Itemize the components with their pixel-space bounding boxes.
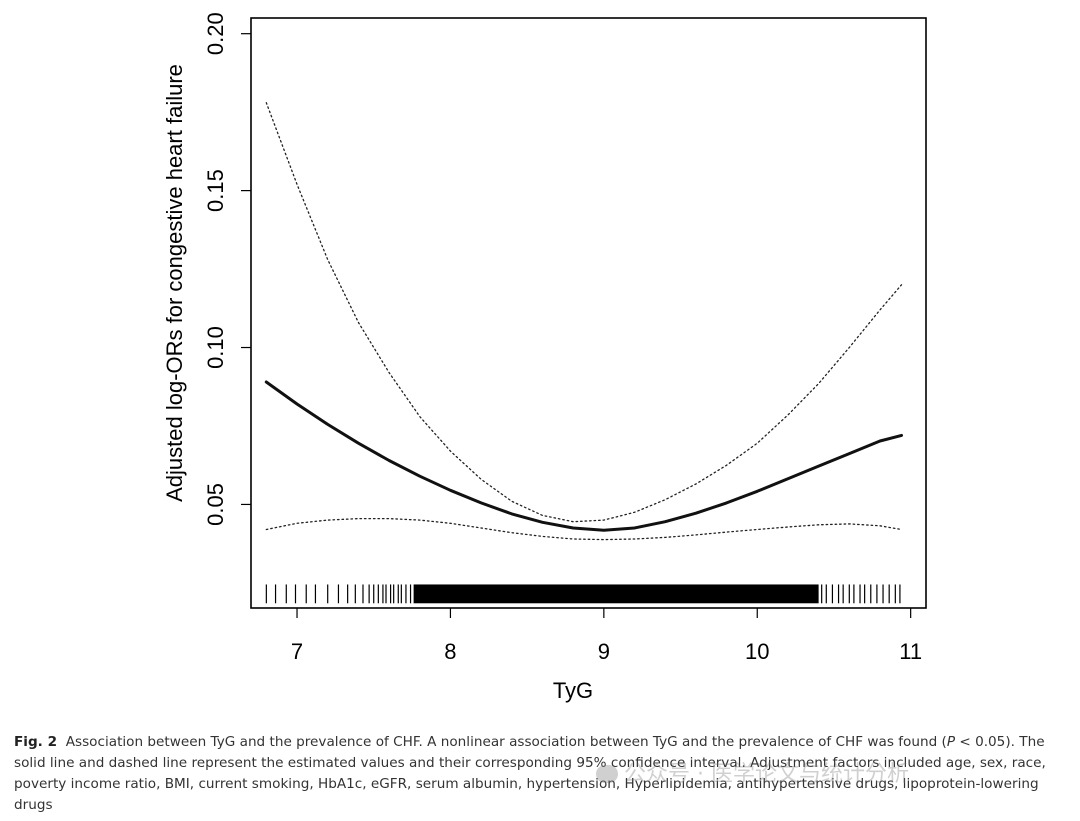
plot-frame xyxy=(250,17,927,609)
x-axis-label: TyG xyxy=(553,678,593,703)
y-tick-label: 0.05 xyxy=(203,483,228,526)
caption-text-1: Association between TyG and the prevalen… xyxy=(65,734,947,750)
x-tick-label: 10 xyxy=(745,639,769,664)
y-axis: 0.05 0.10 0.15 0.20 xyxy=(203,12,251,526)
p-symbol: P xyxy=(946,734,956,750)
caption-text-2: < 0.05). The solid line and dashed line … xyxy=(14,734,1046,813)
rug-dense-band xyxy=(413,584,819,604)
y-tick-label: 0.20 xyxy=(203,12,228,55)
series-lines xyxy=(264,102,903,541)
x-tick-label: 8 xyxy=(444,639,456,664)
x-tick-label: 11 xyxy=(899,639,922,664)
x-tick-label: 9 xyxy=(598,639,610,664)
y-tick-label: 0.15 xyxy=(203,169,228,212)
figure-caption: Fig. 2 Association between TyG and the p… xyxy=(14,732,1072,816)
series-line-ci-lower xyxy=(265,517,903,541)
figure-label: Fig. 2 xyxy=(14,734,58,750)
x-tick-label: 7 xyxy=(291,639,303,664)
chart: 7 8 9 10 11 0.05 0.10 0.15 0.20 TyG Adjusted lo… xyxy=(162,12,927,703)
rug-plot xyxy=(265,584,901,604)
x-axis: 7 8 9 10 11 xyxy=(291,608,922,664)
y-axis-label: Adjusted log-ORs for congestive heart fa… xyxy=(162,64,187,502)
y-tick-label: 0.10 xyxy=(203,326,228,369)
series-line-ci-upper xyxy=(265,102,903,523)
series-line-estimate xyxy=(264,380,903,532)
